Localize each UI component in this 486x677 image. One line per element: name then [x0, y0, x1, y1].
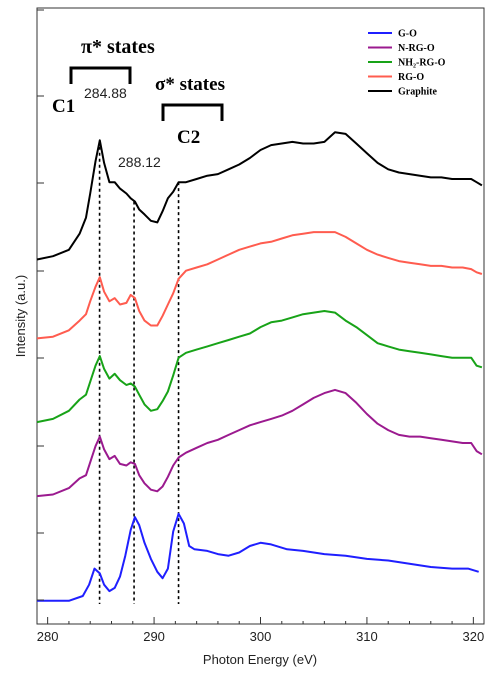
legend-label-0: G-O: [398, 29, 417, 40]
legend: G-O N-RG-O NH₂-RG-O RG-O Graphite: [368, 29, 446, 98]
y-axis-ticks: [37, 9, 44, 601]
x-tick-label-0: 280: [37, 629, 59, 644]
y-axis-title: Intensity (a.u.): [13, 275, 28, 357]
series-line-3: [36, 231, 483, 340]
x-tick-label-2: 300: [250, 629, 272, 644]
sigma-states-bracket: [161, 103, 224, 121]
peak-label-284: 284.88: [84, 85, 127, 101]
x-tick-label-1: 290: [143, 629, 165, 644]
series-line-0: [37, 512, 479, 602]
x-tick-label-4: 320: [463, 629, 485, 644]
reference-lines: [98, 146, 180, 604]
c1-label: C1: [52, 96, 75, 117]
sigma-states-label: σ* states: [155, 74, 225, 95]
legend-label-4: Graphite: [398, 87, 437, 98]
pi-states-bracket: [69, 66, 132, 84]
x-axis-title: Photon Energy (eV): [203, 652, 317, 667]
pi-states-label: π* states: [81, 36, 155, 58]
series-group: [36, 131, 483, 602]
legend-label-1: N-RG-O: [398, 43, 435, 54]
legend-label-3: RG-O: [398, 72, 424, 83]
series-line-4: [36, 131, 483, 261]
x-tick-label-3: 310: [356, 629, 378, 644]
x-axis-ticks: 280 290 300 310 320: [37, 617, 484, 644]
peak-label-288: 288.12: [118, 154, 161, 170]
legend-label-2: NH₂-RG-O: [398, 58, 446, 69]
c2-label: C2: [177, 127, 200, 148]
series-line-2: [36, 310, 483, 424]
series-line-1: [36, 388, 483, 498]
